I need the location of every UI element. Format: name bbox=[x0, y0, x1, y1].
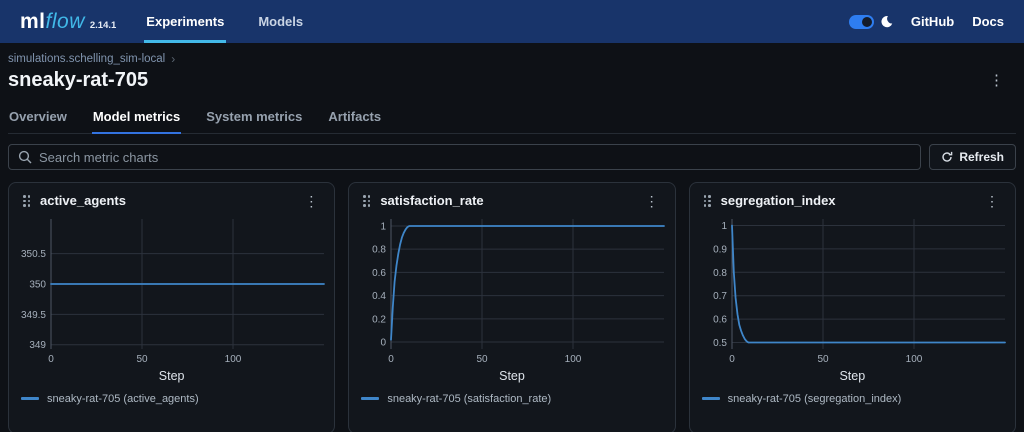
line-chart-active-agents[interactable]: 0 50 100 349 349.5 350 350.5 bbox=[9, 213, 334, 365]
tab-model-metrics[interactable]: Model metrics bbox=[91, 102, 182, 134]
github-link[interactable]: GitHub bbox=[910, 14, 955, 29]
mlflow-logo[interactable]: ml flow 2.14.1 bbox=[20, 10, 116, 34]
chart-legend: sneaky-rat-705 (segregation_index) bbox=[690, 383, 1015, 405]
moon-icon bbox=[880, 15, 893, 28]
svg-text:0.6: 0.6 bbox=[372, 267, 386, 278]
svg-text:1: 1 bbox=[721, 221, 727, 232]
svg-text:0.9: 0.9 bbox=[713, 244, 727, 255]
breadcrumb: simulations.schelling_sim-local › bbox=[8, 52, 1016, 66]
chart-menu-icon[interactable]: ⋮ bbox=[304, 192, 319, 209]
chart-legend: sneaky-rat-705 (active_agents) bbox=[9, 383, 334, 405]
chart-menu-icon[interactable]: ⋮ bbox=[984, 192, 999, 209]
legend-swatch bbox=[361, 397, 380, 400]
legend-swatch bbox=[701, 397, 720, 400]
x-axis-label: Step bbox=[499, 368, 525, 383]
refresh-button[interactable]: Refresh bbox=[929, 144, 1016, 170]
svg-text:0.2: 0.2 bbox=[372, 314, 386, 325]
svg-text:100: 100 bbox=[225, 354, 242, 365]
search-input[interactable] bbox=[39, 149, 912, 165]
svg-text:0: 0 bbox=[389, 354, 395, 365]
line-chart-satisfaction-rate[interactable]: 0 50 100 0 0.2 0.4 0.6 0.8 1 bbox=[349, 213, 674, 365]
tab-overview[interactable]: Overview bbox=[9, 109, 67, 124]
nav-item-label: Experiments bbox=[146, 14, 225, 29]
svg-text:349: 349 bbox=[29, 340, 46, 351]
line-chart-segregation-index[interactable]: 0 50 100 0.5 0.6 0.7 0.8 0.9 1 bbox=[690, 213, 1015, 365]
svg-text:0: 0 bbox=[729, 354, 735, 365]
chevron-right-icon: › bbox=[171, 52, 176, 66]
chart-title: satisfaction_rate bbox=[380, 193, 484, 209]
metric-card-segregation-index: segregation_index ⋮ 0 50 100 0.5 0.6 0.7 0.8 0.… bbox=[688, 182, 1016, 432]
drag-handle-icon[interactable] bbox=[702, 193, 713, 209]
nav-item-experiments[interactable]: Experiments bbox=[144, 0, 227, 43]
search-box[interactable] bbox=[8, 144, 922, 170]
chart-title: active_agents bbox=[40, 193, 126, 209]
run-menu-icon[interactable]: ⋮ bbox=[989, 71, 1004, 89]
tab-system-metrics[interactable]: System metrics bbox=[206, 109, 303, 124]
theme-switch[interactable] bbox=[848, 14, 874, 29]
logo-text-flow: flow bbox=[45, 9, 85, 33]
page-title: sneaky-rat-705 bbox=[8, 69, 149, 91]
x-axis-label: Step bbox=[839, 368, 866, 383]
x-axis-label: Step bbox=[158, 368, 185, 383]
refresh-label: Refresh bbox=[959, 150, 1004, 164]
chart-title: segregation_index bbox=[720, 193, 836, 209]
run-tabs: Overview Model metrics System metrics Ar… bbox=[8, 102, 1016, 134]
svg-text:0: 0 bbox=[48, 354, 54, 365]
svg-text:0.4: 0.4 bbox=[372, 291, 386, 302]
svg-text:0.5: 0.5 bbox=[713, 337, 727, 348]
nav-item-label: Models bbox=[258, 14, 304, 29]
tab-artifacts[interactable]: Artifacts bbox=[328, 109, 382, 124]
search-icon bbox=[18, 150, 32, 164]
svg-text:350.5: 350.5 bbox=[21, 249, 46, 260]
svg-text:0.6: 0.6 bbox=[713, 314, 727, 325]
svg-text:0.8: 0.8 bbox=[372, 244, 386, 255]
drag-handle-icon[interactable] bbox=[361, 193, 372, 209]
svg-text:100: 100 bbox=[565, 354, 582, 365]
breadcrumb-experiment-link[interactable]: simulations.schelling_sim-local bbox=[8, 53, 166, 65]
svg-text:50: 50 bbox=[136, 354, 148, 365]
svg-text:100: 100 bbox=[905, 354, 922, 365]
svg-text:0: 0 bbox=[381, 337, 387, 348]
chart-menu-icon[interactable]: ⋮ bbox=[644, 192, 659, 209]
top-navbar: ml flow 2.14.1 Experiments Models GitHub … bbox=[0, 0, 1024, 43]
legend-label: sneaky-rat-705 (segregation_index) bbox=[727, 392, 902, 405]
svg-text:349.5: 349.5 bbox=[21, 309, 46, 320]
svg-text:50: 50 bbox=[817, 354, 829, 365]
docs-link[interactable]: Docs bbox=[972, 14, 1004, 29]
legend-swatch bbox=[21, 397, 39, 400]
svg-text:1: 1 bbox=[381, 221, 387, 232]
metric-card-satisfaction-rate: satisfaction_rate ⋮ 0 50 100 0 0.2 0.4 0.6 0.8 1… bbox=[348, 182, 676, 432]
version-label: 2.14.1 bbox=[89, 19, 117, 31]
legend-label: sneaky-rat-705 (active_agents) bbox=[47, 392, 199, 405]
svg-text:0.8: 0.8 bbox=[713, 267, 727, 278]
logo-text-ml: ml bbox=[20, 9, 46, 33]
refresh-icon bbox=[941, 151, 953, 163]
theme-toggle[interactable] bbox=[848, 14, 893, 29]
drag-handle-icon[interactable] bbox=[21, 193, 32, 209]
switch-knob bbox=[861, 16, 872, 27]
chart-legend: sneaky-rat-705 (satisfaction_rate) bbox=[349, 383, 674, 405]
legend-label: sneaky-rat-705 (satisfaction_rate) bbox=[387, 392, 552, 405]
metric-card-active-agents: active_agents ⋮ 0 50 100 349 349.5 350 350.5 S… bbox=[8, 182, 336, 432]
nav-item-models[interactable]: Models bbox=[256, 0, 305, 43]
svg-text:350: 350 bbox=[29, 279, 46, 290]
svg-text:0.7: 0.7 bbox=[713, 291, 727, 302]
svg-text:50: 50 bbox=[477, 354, 489, 365]
